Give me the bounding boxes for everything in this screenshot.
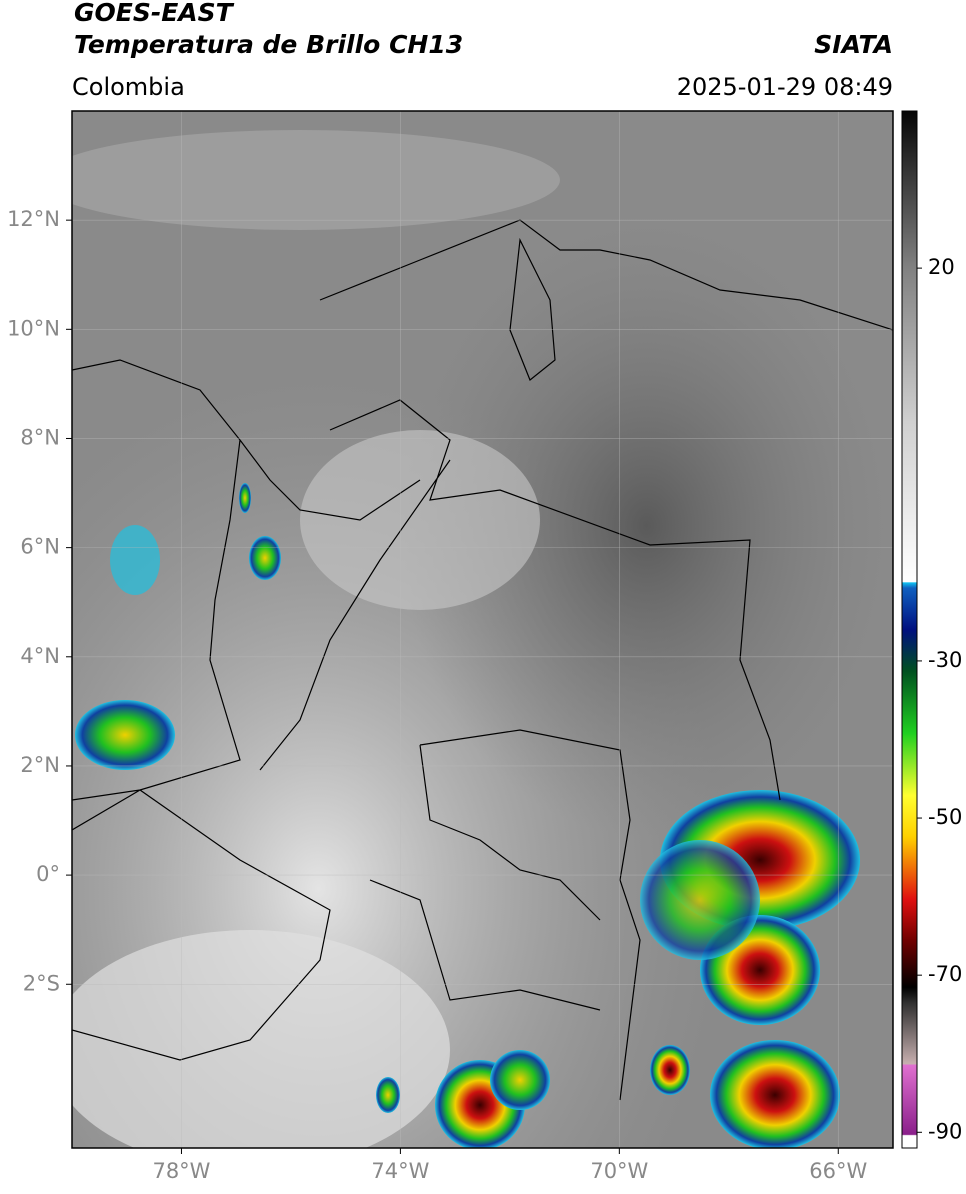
y-tick-label: 10°N: [7, 316, 60, 340]
map-axes: 78°W 74°W 70°W 66°W 12°N 10°N 8°N 6°N 4°N 2°N 0° 2°…: [7, 111, 962, 1183]
y-tick-label: 6°N: [20, 535, 60, 559]
colorbar: [901, 110, 918, 1149]
y-tick-label: 0°: [36, 862, 60, 886]
x-tick-label: 78°W: [152, 1159, 210, 1183]
timestamp: 2025-01-29 08:49: [677, 73, 893, 101]
satellite-image: [72, 111, 893, 1148]
x-tick-label: 70°W: [590, 1159, 648, 1183]
source: SIATA: [814, 30, 893, 59]
y-tick-label: 4°N: [20, 644, 60, 668]
colorbar-label: -70: [928, 962, 962, 986]
colorbar-label: -90: [928, 1119, 962, 1143]
region: Colombia: [72, 73, 185, 101]
map-frame: [71, 110, 894, 1149]
title: GOES-EAST: [74, 0, 235, 27]
x-tick-label: 66°W: [809, 1159, 867, 1183]
x-tick-label: 74°W: [371, 1159, 429, 1183]
y-tick-label: 8°N: [20, 425, 60, 449]
y-tick-label: 2°S: [23, 971, 60, 995]
colorbar-label: -50: [928, 805, 962, 829]
y-tick-label: 12°N: [7, 207, 60, 231]
subtitle: Temperatura de Brillo CH13: [74, 30, 463, 59]
y-tick-label: 2°N: [20, 753, 60, 777]
colorbar-label: -30: [928, 648, 962, 672]
colorbar-label: 20: [928, 255, 955, 279]
